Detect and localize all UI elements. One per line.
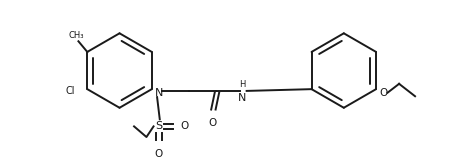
Text: O: O — [379, 88, 387, 98]
Text: N: N — [154, 88, 163, 98]
Text: CH₃: CH₃ — [69, 31, 84, 40]
Text: O: O — [180, 121, 188, 131]
Text: O: O — [208, 118, 216, 128]
Text: N: N — [238, 93, 247, 103]
Text: O: O — [155, 149, 163, 159]
Text: H: H — [239, 80, 246, 89]
Text: Cl: Cl — [65, 86, 75, 96]
Text: S: S — [155, 121, 163, 131]
